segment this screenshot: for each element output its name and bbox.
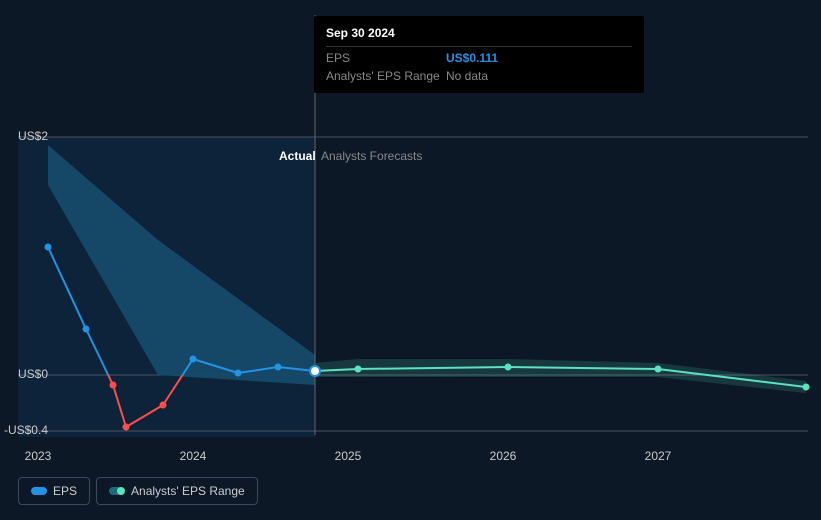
tooltip-date: Sep 30 2024 [326, 26, 632, 47]
x-axis-label: 2025 [318, 449, 378, 463]
legend-item-eps[interactable]: EPS [18, 477, 90, 505]
tooltip-eps-label: EPS [326, 51, 446, 65]
legend: EPS Analysts' EPS Range [18, 477, 258, 505]
legend-dot-icon [109, 487, 123, 495]
section-label-actual: Actual [279, 149, 316, 163]
tooltip-row-eps: EPS US$0.111 [326, 47, 632, 65]
section-label-forecast: Analysts Forecasts [321, 149, 422, 163]
x-axis-label: 2023 [8, 449, 68, 463]
tooltip-row-range: Analysts' EPS Range No data [326, 65, 632, 83]
legend-eps-label: EPS [53, 484, 77, 498]
legend-dot-icon [31, 487, 45, 495]
y-axis-label: US$0 [0, 367, 48, 381]
x-axis-label: 2027 [628, 449, 688, 463]
x-axis-label: 2026 [473, 449, 533, 463]
tooltip-eps-value: US$0.111 [446, 51, 498, 65]
legend-range-label: Analysts' EPS Range [131, 484, 245, 498]
chart-plot[interactable]: Actual Analysts Forecasts US$2US$0-US$0.… [18, 125, 808, 460]
tooltip-range-label: Analysts' EPS Range [326, 69, 446, 83]
x-axis-label: 2024 [163, 449, 223, 463]
y-axis-label: -US$0.4 [0, 423, 48, 437]
chart-tooltip: Sep 30 2024 EPS US$0.111 Analysts' EPS R… [314, 16, 644, 93]
tooltip-range-value: No data [446, 69, 488, 83]
chart-svg [18, 125, 808, 460]
legend-item-range[interactable]: Analysts' EPS Range [96, 477, 258, 505]
y-axis-label: US$2 [0, 129, 48, 143]
